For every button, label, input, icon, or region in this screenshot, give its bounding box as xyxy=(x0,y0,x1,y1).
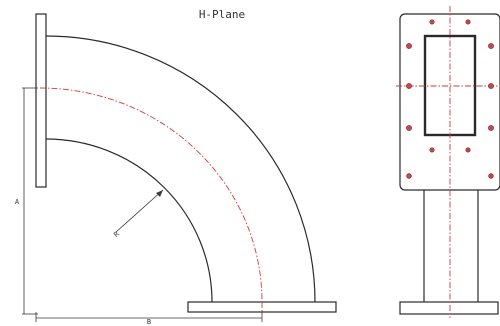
radius-label: R xyxy=(112,230,121,239)
dimension-b: B xyxy=(35,312,263,326)
bolt-hole xyxy=(429,147,435,153)
bend-inner-wall xyxy=(45,138,213,303)
bolt-hole xyxy=(488,173,494,179)
bolt-hole xyxy=(406,173,412,179)
bolt-hole xyxy=(465,147,471,153)
bolt-hole xyxy=(488,43,494,49)
side-view: A B R xyxy=(15,13,337,326)
bolt-hole xyxy=(406,125,412,131)
bolt-hole xyxy=(429,19,435,25)
bolt-hole xyxy=(488,125,494,131)
drawing-title: H-Plane xyxy=(199,8,245,21)
bolt-hole xyxy=(465,19,471,25)
end-view-bottom-flange xyxy=(399,301,499,315)
dimension-a: A xyxy=(15,87,38,315)
bolt-hole xyxy=(488,83,494,89)
end-view xyxy=(396,6,500,318)
radius-leader: R xyxy=(112,189,164,239)
bend-centerline xyxy=(39,87,263,303)
bolt-hole xyxy=(406,83,412,89)
bolt-holes xyxy=(406,19,494,179)
dimension-a-label: A xyxy=(15,198,20,206)
dimension-b-label: B xyxy=(147,318,151,326)
top-flange xyxy=(35,13,47,188)
waveguide-aperture xyxy=(423,34,477,137)
bolt-hole xyxy=(406,43,412,49)
bend-outer-wall xyxy=(45,35,316,303)
